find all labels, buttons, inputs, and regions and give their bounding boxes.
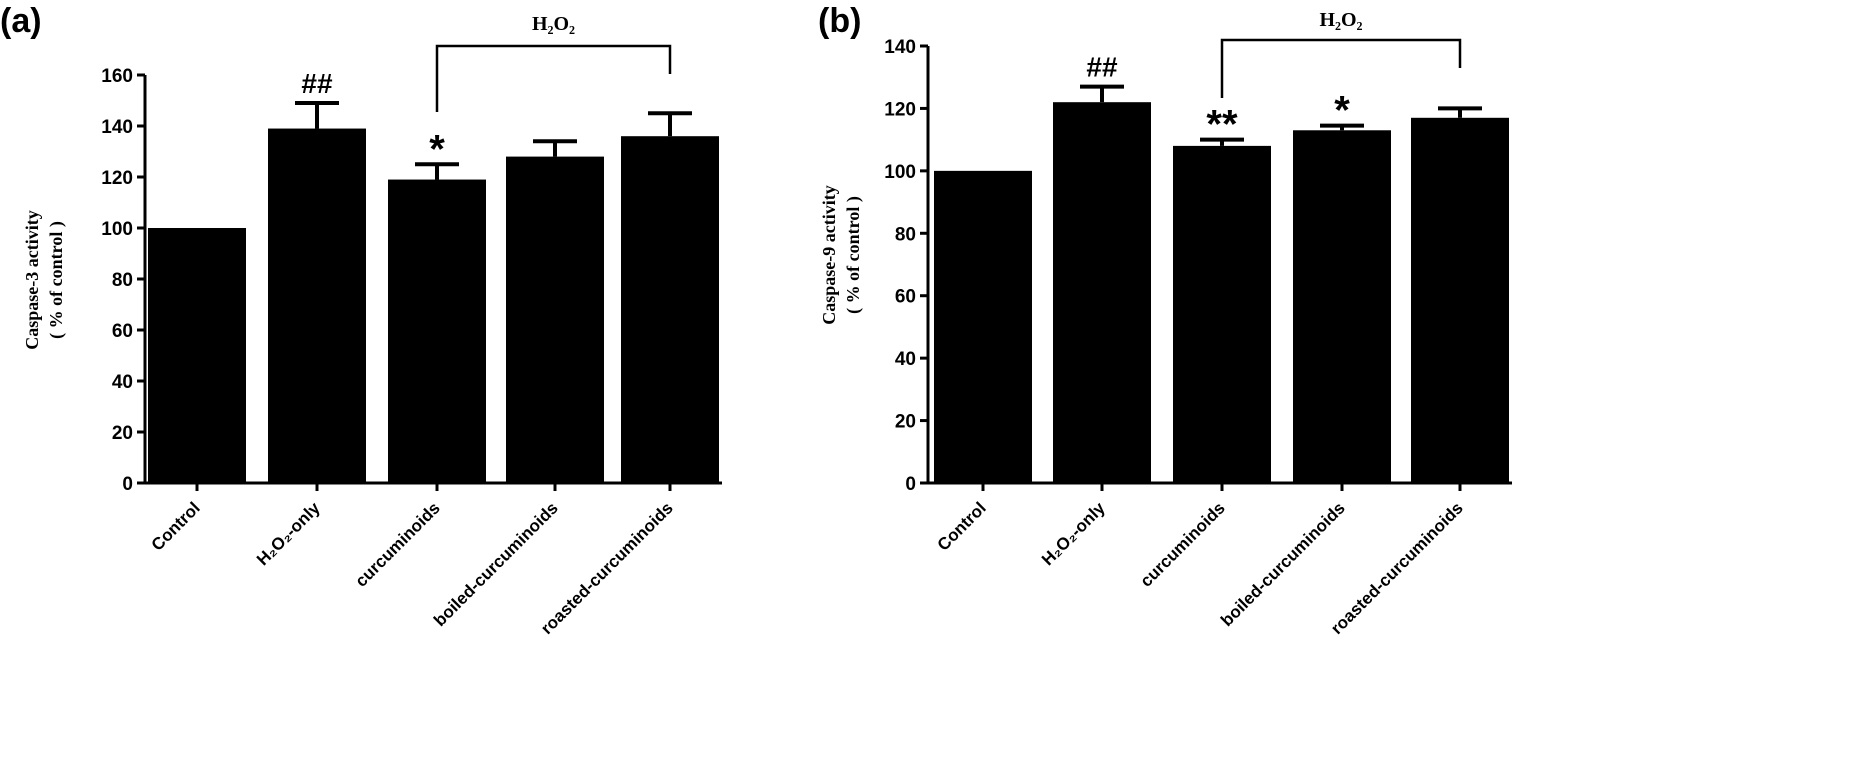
x-tick-label: Control — [148, 498, 204, 554]
significance-label-2: ** — [1206, 103, 1238, 147]
bracket-label: H₂O₂ — [532, 13, 575, 35]
significance-label-1: ## — [1086, 52, 1118, 83]
chart-panel-a: (a) Caspase-3 activity( % of control ) ## *… — [0, 2, 722, 638]
bar-4 — [1411, 117, 1509, 484]
y-tick-label: 40 — [112, 372, 133, 393]
x-tick-label: boiled-curcuminoids — [1217, 498, 1349, 630]
chart-panel-b: (b) Caspase-9 activity( % of control ) ## *… — [818, 2, 1512, 638]
x-tick-label: Control — [934, 498, 990, 554]
y-tick-label: 20 — [112, 423, 133, 444]
bracket — [435, 44, 672, 112]
y-tick-label: 80 — [895, 224, 916, 245]
x-tick-label: roasted-curcuminoids — [1327, 498, 1467, 638]
x-tick-label: curcuminoids — [352, 498, 444, 590]
significance-label-3: * — [1334, 89, 1350, 133]
bar-3 — [1293, 130, 1391, 483]
y-tick-label: 60 — [895, 287, 916, 308]
y-axis-label: Caspase-9 activity — [819, 185, 839, 324]
y-tick-label: 160 — [101, 66, 133, 87]
x-tick-label: roasted-curcuminoids — [537, 498, 677, 638]
panel-label: (a) — [0, 2, 42, 40]
x-tick-label: H₂O₂-only — [253, 498, 324, 569]
bracket — [1220, 38, 1462, 98]
y-tick-label: 100 — [884, 162, 916, 183]
y-tick-label: 60 — [112, 321, 133, 342]
y-tick-label: 100 — [101, 219, 133, 240]
bar-4 — [621, 136, 719, 483]
bar-2 — [1173, 145, 1271, 483]
bracket-label: H₂O₂ — [1319, 9, 1362, 31]
y-tick-label: 80 — [112, 270, 133, 291]
significance-label-2: * — [429, 127, 445, 171]
y-tick-label: 120 — [101, 168, 133, 189]
y-tick-label: 0 — [122, 474, 133, 495]
x-tick-label: boiled-curcuminoids — [430, 498, 562, 630]
bar-3 — [506, 156, 604, 483]
significance-label-1: ## — [301, 68, 333, 99]
y-axis-label-line2: ( % of control ) — [843, 196, 864, 314]
bar-0 — [148, 228, 246, 483]
y-tick-label: 120 — [884, 99, 916, 120]
x-tick-label: curcuminoids — [1137, 498, 1229, 590]
y-tick-label: 0 — [905, 474, 916, 495]
y-tick-label: 140 — [101, 117, 133, 138]
bar-1 — [268, 128, 366, 484]
panel-label: (b) — [818, 2, 861, 40]
bar-0 — [934, 170, 1032, 483]
y-tick-label: 140 — [884, 37, 916, 58]
y-axis-label: Caspase-3 activity — [22, 210, 42, 349]
y-axis-label-line2: ( % of control ) — [46, 221, 67, 339]
y-tick-label: 20 — [895, 412, 916, 433]
x-tick-label: H₂O₂-only — [1038, 498, 1109, 569]
bar-1 — [1053, 102, 1151, 483]
bar-2 — [388, 179, 486, 484]
y-tick-label: 40 — [895, 349, 916, 370]
